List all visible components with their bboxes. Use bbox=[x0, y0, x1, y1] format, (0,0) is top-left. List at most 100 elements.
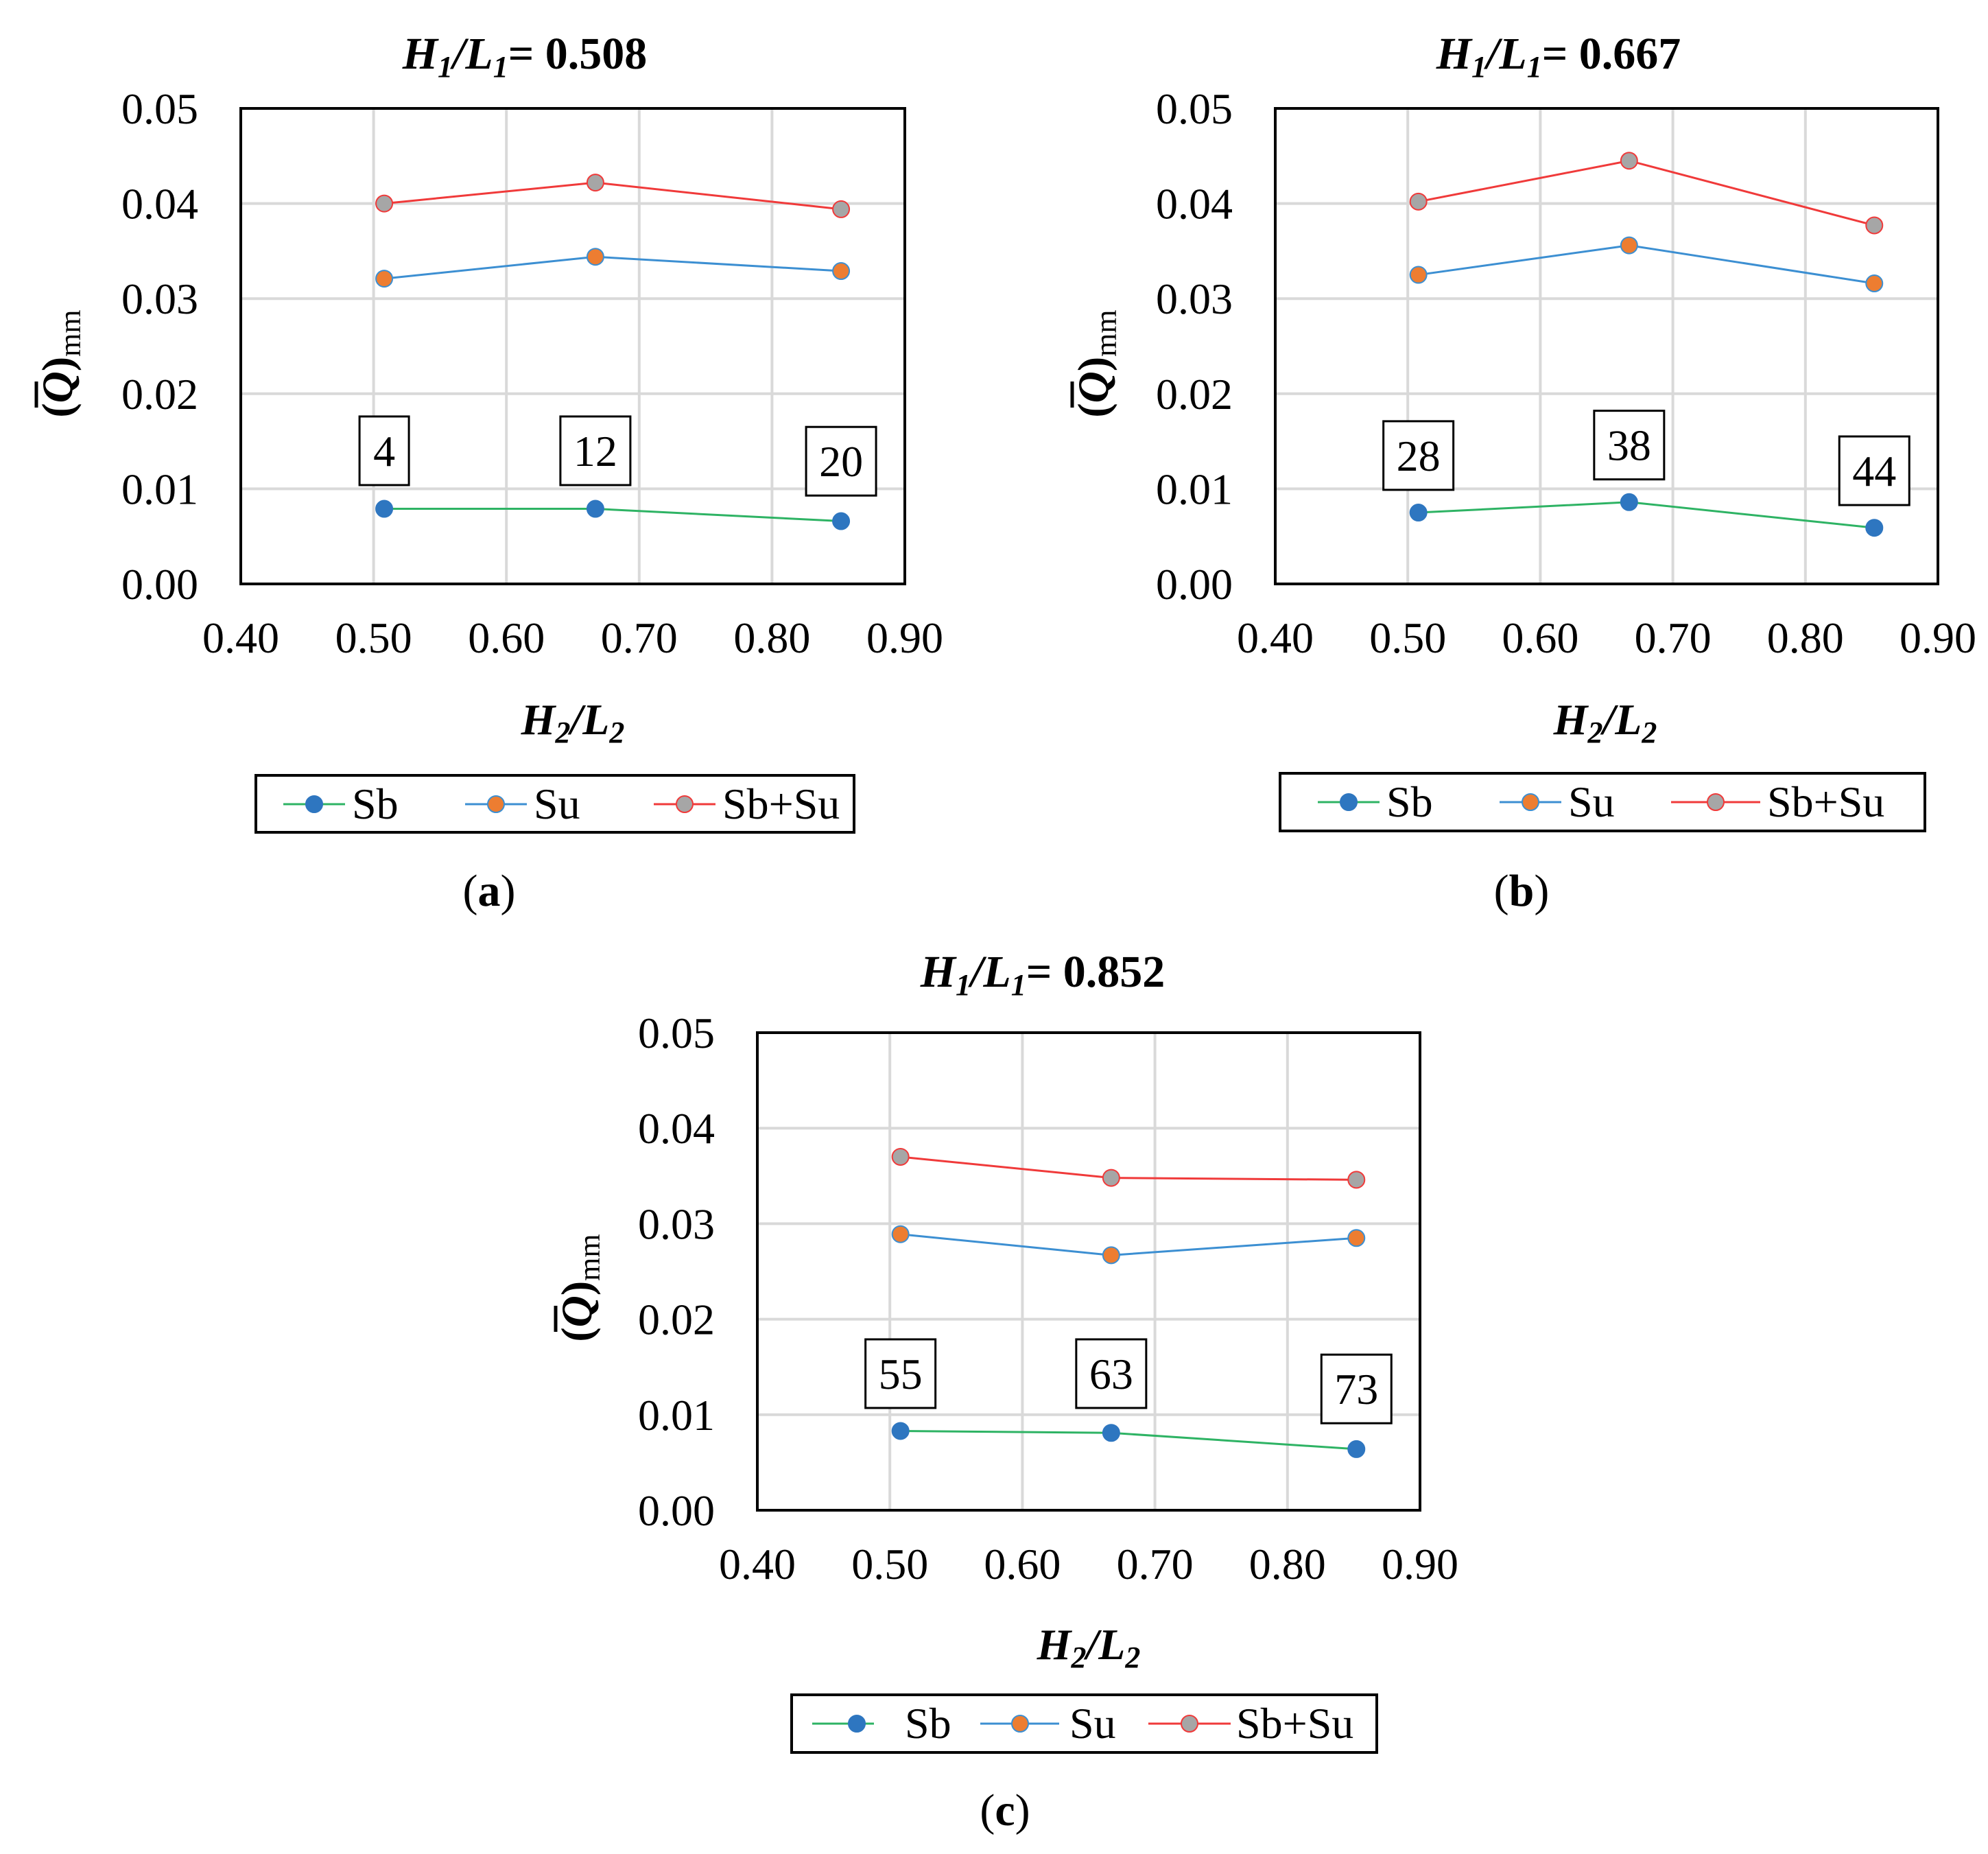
data-point-sbsu bbox=[586, 174, 604, 192]
data-point-sbsu bbox=[1409, 192, 1428, 211]
x-tick-label: 0.80 bbox=[1767, 613, 1844, 662]
data-point-su bbox=[1620, 236, 1638, 255]
legend-label-sbsu: Sb+Su bbox=[1767, 777, 1884, 826]
y-axis-label-c: (Q)mm bbox=[552, 1234, 606, 1341]
x-tick-label: 0.70 bbox=[1635, 613, 1712, 662]
annotation-label: 20 bbox=[819, 437, 863, 486]
y-tick-label: 0.02 bbox=[121, 370, 198, 419]
legend-label-sb: Sb bbox=[1386, 777, 1433, 826]
annotation-label: 38 bbox=[1607, 421, 1651, 470]
y-tick-label: 0.00 bbox=[1156, 560, 1233, 609]
chart-panel-c: H1/L1= 0.852 0.40 0.50 0.60 0.70 0.80 0.90 0.0… bbox=[552, 947, 1458, 1835]
legend-a: Sb Su Sb+Su bbox=[255, 774, 855, 834]
data-point-su bbox=[1865, 274, 1884, 293]
annotation-box bbox=[1593, 410, 1666, 481]
annotation-box bbox=[805, 425, 877, 497]
annotation-label: 4 bbox=[373, 427, 395, 476]
x-tick-label: 0.40 bbox=[202, 613, 279, 662]
y-tick-label: 0.01 bbox=[638, 1391, 715, 1440]
svg-text:(Q)mm: (Q)mm bbox=[33, 309, 87, 417]
x-tick-label: 0.80 bbox=[733, 613, 810, 662]
legend-item-sbsu: Sb+Su bbox=[1148, 1699, 1353, 1748]
plot-frame bbox=[756, 1031, 1421, 1512]
annotation-box bbox=[358, 415, 410, 486]
x-tick-label: 0.50 bbox=[1369, 613, 1446, 662]
data-point-su bbox=[1347, 1229, 1366, 1247]
legend-label-su: Su bbox=[1069, 1699, 1116, 1748]
y-tick-label: 0.05 bbox=[1156, 84, 1233, 133]
plot-area-c: 0.40 0.50 0.60 0.70 0.80 0.90 0.00 0.01 0.02 0.03… bbox=[638, 1009, 1458, 1588]
data-point-su bbox=[1102, 1246, 1120, 1265]
data-point-su bbox=[832, 262, 851, 281]
data-point-sbsu bbox=[1102, 1169, 1120, 1187]
svg-text:(Q)mm: (Q)mm bbox=[1069, 309, 1123, 417]
annotation-box bbox=[1382, 420, 1455, 491]
legend-item-sb: Sb bbox=[1318, 777, 1433, 826]
legend-item-sb: Sb bbox=[812, 1699, 951, 1748]
data-point-sbsu bbox=[1347, 1171, 1366, 1189]
x-tick-label: 0.90 bbox=[866, 613, 943, 662]
y-tick-label: 0.03 bbox=[121, 274, 198, 323]
data-point-sb bbox=[1102, 1424, 1120, 1442]
legend-c: Sb Su Sb+Su bbox=[790, 1693, 1378, 1754]
chart-panel-b: H1/L1= 0.667 0.40 0.50 0.60 0.70 0.80 0.90 0.0… bbox=[1069, 29, 1976, 916]
plot-frame bbox=[239, 107, 906, 585]
panel-label-b: (b) bbox=[1494, 866, 1550, 916]
data-point-sb bbox=[586, 500, 604, 518]
data-point-sb bbox=[1347, 1440, 1366, 1458]
data-point-su bbox=[891, 1225, 910, 1243]
legend-item-sbsu: Sb+Su bbox=[654, 779, 840, 828]
annotation-box bbox=[559, 415, 632, 486]
annotation-label: 55 bbox=[879, 1350, 923, 1398]
chart-title-a: H1/L1= 0.508 bbox=[402, 29, 648, 84]
y-tick-label: 0.04 bbox=[121, 180, 198, 228]
x-axis-label-b: H2/L2 bbox=[1553, 695, 1657, 749]
legend-label-sbsu: Sb+Su bbox=[722, 779, 840, 828]
legend-label-su: Su bbox=[1568, 777, 1615, 826]
y-tick-label: 0.03 bbox=[638, 1199, 715, 1248]
x-tick-label: 0.40 bbox=[1237, 613, 1314, 662]
x-tick-label: 0.90 bbox=[1900, 613, 1976, 662]
annotation-label: 12 bbox=[573, 427, 617, 476]
plot-area-b: 0.40 0.50 0.60 0.70 0.80 0.90 0.00 0.01 0.02 0.03… bbox=[1156, 84, 1976, 662]
data-point-sb bbox=[375, 500, 394, 518]
data-point-sb bbox=[1409, 504, 1428, 522]
legend-label-su: Su bbox=[534, 779, 580, 828]
annotation-label: 73 bbox=[1334, 1365, 1378, 1413]
annotation-label: 44 bbox=[1852, 447, 1896, 495]
y-axis-label-b: (Q)mm bbox=[1069, 309, 1123, 417]
x-axis-label-c: H2/L2 bbox=[1037, 1620, 1141, 1674]
panel-label-c: (c) bbox=[980, 1785, 1030, 1835]
annotation-box bbox=[864, 1338, 937, 1409]
y-tick-label: 0.00 bbox=[638, 1486, 715, 1535]
annotation-box bbox=[1838, 435, 1910, 506]
annotation-label: 63 bbox=[1089, 1350, 1133, 1398]
legend-label-sbsu: Sb+Su bbox=[1236, 1699, 1353, 1748]
svg-text:(Q)mm: (Q)mm bbox=[552, 1234, 606, 1341]
legend-label-sb: Sb bbox=[905, 1699, 951, 1748]
x-tick-label: 0.70 bbox=[601, 613, 678, 662]
x-tick-label: 0.90 bbox=[1382, 1540, 1458, 1588]
x-tick-label: 0.70 bbox=[1117, 1540, 1194, 1588]
x-tick-label: 0.40 bbox=[719, 1540, 796, 1588]
x-tick-label: 0.60 bbox=[1502, 613, 1578, 662]
annotation-label: 28 bbox=[1397, 432, 1441, 480]
y-tick-label: 0.00 bbox=[121, 560, 198, 609]
x-tick-label: 0.60 bbox=[984, 1540, 1061, 1588]
chart-panel-a: H1/L1= 0.508 0.40 0.50 0.60 0.70 0.80 0.90 0.0… bbox=[33, 29, 943, 916]
data-point-su bbox=[1409, 266, 1428, 284]
y-tick-label: 0.01 bbox=[121, 465, 198, 513]
data-point-sbsu bbox=[375, 194, 394, 213]
annotation-box bbox=[1075, 1338, 1148, 1409]
y-tick-label: 0.03 bbox=[1156, 274, 1233, 323]
legend-item-su: Su bbox=[980, 1699, 1116, 1748]
y-axis-label-a: (Q)mm bbox=[33, 309, 87, 417]
legend-item-sbsu: Sb+Su bbox=[1671, 777, 1884, 826]
x-axis-label-a: H2/L2 bbox=[521, 695, 625, 749]
chart-title-b: H1/L1= 0.667 bbox=[1436, 29, 1681, 84]
y-tick-label: 0.04 bbox=[1156, 180, 1233, 228]
data-point-sbsu bbox=[1620, 152, 1638, 170]
data-point-sbsu bbox=[1865, 216, 1884, 235]
legend-item-su: Su bbox=[1500, 777, 1615, 826]
